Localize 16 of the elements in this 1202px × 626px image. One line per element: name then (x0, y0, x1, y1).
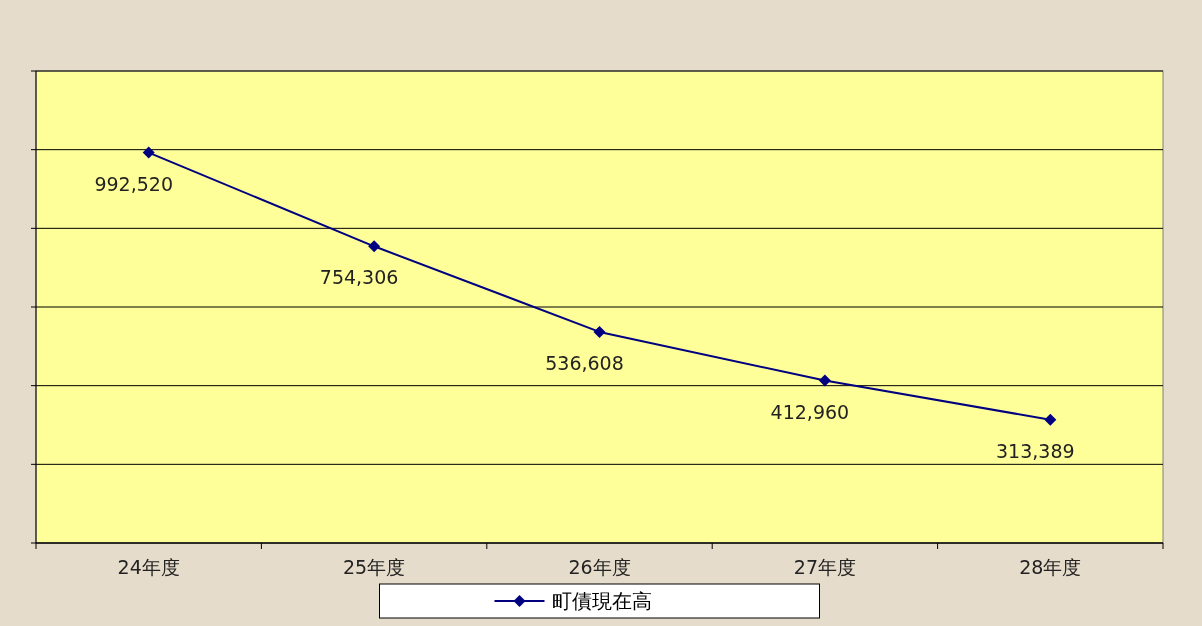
point (1044, 413, 1057, 426)
point (818, 374, 831, 387)
data-label: 412,960 (770, 400, 850, 423)
x-tick-label: 25年度 (343, 556, 406, 578)
x-tick-label: 24年度 (117, 556, 180, 578)
legend-label: 町債現在高 (551, 589, 652, 613)
x-tick-label: 26年度 (568, 556, 631, 578)
data-label: 536,608 (545, 351, 624, 374)
point (368, 240, 381, 253)
data-label: 754,306 (319, 266, 399, 289)
point (142, 146, 155, 159)
data-label: 313,389 (996, 439, 1075, 462)
point (593, 325, 606, 338)
x-tick-label: 28年度 (1019, 556, 1082, 578)
x-tick-label: 27年度 (793, 556, 856, 578)
data-label: 992,520 (94, 172, 173, 195)
